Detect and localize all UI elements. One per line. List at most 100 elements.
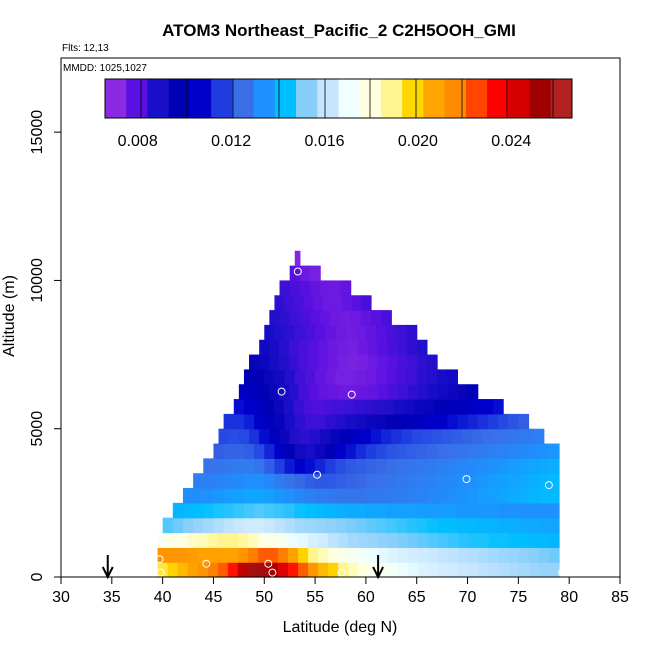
heat-cell (437, 443, 448, 459)
heat-cell (508, 413, 519, 430)
heat-cell (418, 547, 430, 563)
heat-cell (406, 369, 418, 385)
heat-cell (217, 547, 229, 563)
heat-cell (355, 488, 367, 504)
heat-cell (269, 428, 281, 445)
x-tick-label: 45 (205, 589, 223, 606)
heat-cell (426, 488, 438, 504)
heat-cell (438, 547, 450, 563)
heat-cell (308, 547, 319, 563)
heat-cell (193, 473, 204, 489)
chart-title: ATOM3 Northeast_Pacific_2 C2H5OOH_GMI (162, 21, 516, 40)
heat-cell (243, 473, 255, 489)
heat-cell (370, 310, 382, 326)
heat-cell (315, 369, 326, 385)
heat-cell (376, 502, 387, 519)
heat-cell (365, 502, 377, 519)
heat-cell (288, 354, 300, 370)
heat-cell (498, 413, 509, 430)
heat-cell (365, 517, 377, 534)
heat-cell (431, 428, 443, 445)
observation-point (277, 387, 286, 396)
heat-cell (548, 458, 560, 474)
heat-cell (203, 502, 215, 519)
heat-cell (268, 384, 280, 400)
heat-cell (377, 354, 389, 370)
heat-cell (345, 517, 357, 534)
heat-cell (397, 339, 408, 356)
heat-cell (396, 502, 408, 519)
heat-cell (411, 428, 423, 445)
heat-cell (518, 562, 530, 578)
heat-cell (264, 369, 276, 385)
heat-cell (478, 562, 490, 578)
heat-cell (386, 458, 397, 474)
heat-cell (407, 354, 418, 370)
heat-cell (157, 532, 169, 548)
y-tick-label: 15000 (29, 110, 46, 155)
heat-cell (274, 517, 286, 534)
y-tick-label: 5000 (29, 411, 46, 447)
heat-cell (368, 547, 379, 563)
heat-cell (376, 517, 387, 534)
heat-cell (279, 280, 291, 296)
heat-cell (388, 562, 400, 578)
colorbar-swatch (296, 79, 318, 118)
heat-cell (345, 502, 357, 519)
heat-cell (284, 295, 295, 311)
x-tick-label: 75 (510, 589, 528, 606)
flights-annotation: Flts: 12,13 (62, 43, 109, 54)
heat-cell (308, 339, 319, 356)
heat-cell (350, 428, 362, 445)
heat-cell (274, 413, 286, 430)
heat-cell (538, 562, 550, 578)
heat-cell (289, 280, 301, 296)
heat-cell (367, 339, 379, 356)
heat-cell (458, 562, 470, 578)
heat-cell (472, 428, 484, 445)
heat-cell (498, 562, 510, 578)
heat-cell (360, 310, 372, 326)
heat-cell (381, 428, 392, 445)
heat-cell (315, 488, 326, 504)
heat-cell (345, 369, 357, 385)
heat-cell (294, 502, 306, 519)
heat-cell (447, 488, 458, 504)
heat-cell (397, 354, 408, 370)
heat-cell (528, 443, 540, 459)
heat-cell (298, 562, 309, 578)
heat-cell (426, 517, 438, 534)
heat-cell (304, 488, 316, 504)
heat-cell (447, 413, 458, 430)
heat-cell (387, 354, 399, 370)
heat-cell (233, 517, 245, 534)
heat-cell (325, 443, 337, 459)
heat-cell (254, 473, 265, 489)
colorbar-tick-label: 0.024 (491, 133, 531, 150)
heat-cell (467, 413, 479, 430)
heat-cell (467, 384, 479, 400)
heat-cell (187, 562, 199, 578)
heat-cell (478, 547, 490, 563)
heat-cell (277, 547, 289, 563)
heat-cell (457, 517, 469, 534)
heat-cell (437, 458, 448, 474)
colorbar-swatch (168, 79, 191, 118)
heat-cell (426, 413, 438, 430)
heat-cell (447, 443, 458, 459)
x-tick-label: 70 (459, 589, 477, 606)
heat-cell (458, 547, 470, 563)
heat-cell (348, 547, 359, 563)
heat-cell (467, 488, 479, 504)
x-tick-label: 60 (357, 589, 375, 606)
heat-cell (416, 458, 428, 474)
observation-point (560, 447, 569, 455)
heat-cell (538, 443, 550, 459)
heat-cell (299, 310, 311, 326)
heat-cell (304, 458, 316, 474)
heat-cell (477, 517, 489, 534)
heat-cell (457, 443, 469, 459)
heat-cell (508, 502, 519, 519)
heat-cell (426, 443, 438, 459)
heat-cell (386, 502, 397, 519)
